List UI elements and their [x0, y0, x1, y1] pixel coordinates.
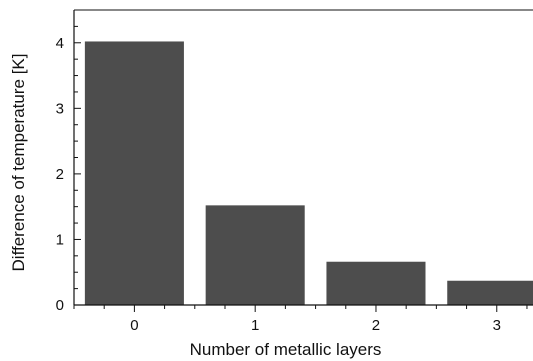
y-tick-label: 4	[56, 35, 64, 52]
bars-group	[84, 41, 533, 305]
y-tick-label: 0	[56, 297, 64, 314]
y-tick-label: 3	[56, 100, 64, 117]
y-tick-label: 1	[56, 231, 64, 248]
x-tick-label: 0	[130, 317, 138, 334]
x-tick-label: 1	[251, 317, 259, 334]
bar-0	[84, 41, 184, 305]
bar-2	[326, 261, 426, 305]
ticks-group: 0 1 2 3 4 0 1 2 3	[56, 9, 528, 334]
bar-1	[205, 205, 305, 305]
y-tick-label: 2	[56, 166, 64, 183]
x-tick-label: 3	[493, 317, 501, 334]
x-tick-label: 2	[372, 317, 380, 334]
x-axis-title: Number of metallic layers	[190, 340, 382, 359]
y-axis-title: Difference of temperature [K]	[9, 54, 28, 272]
bar-3	[447, 280, 533, 305]
